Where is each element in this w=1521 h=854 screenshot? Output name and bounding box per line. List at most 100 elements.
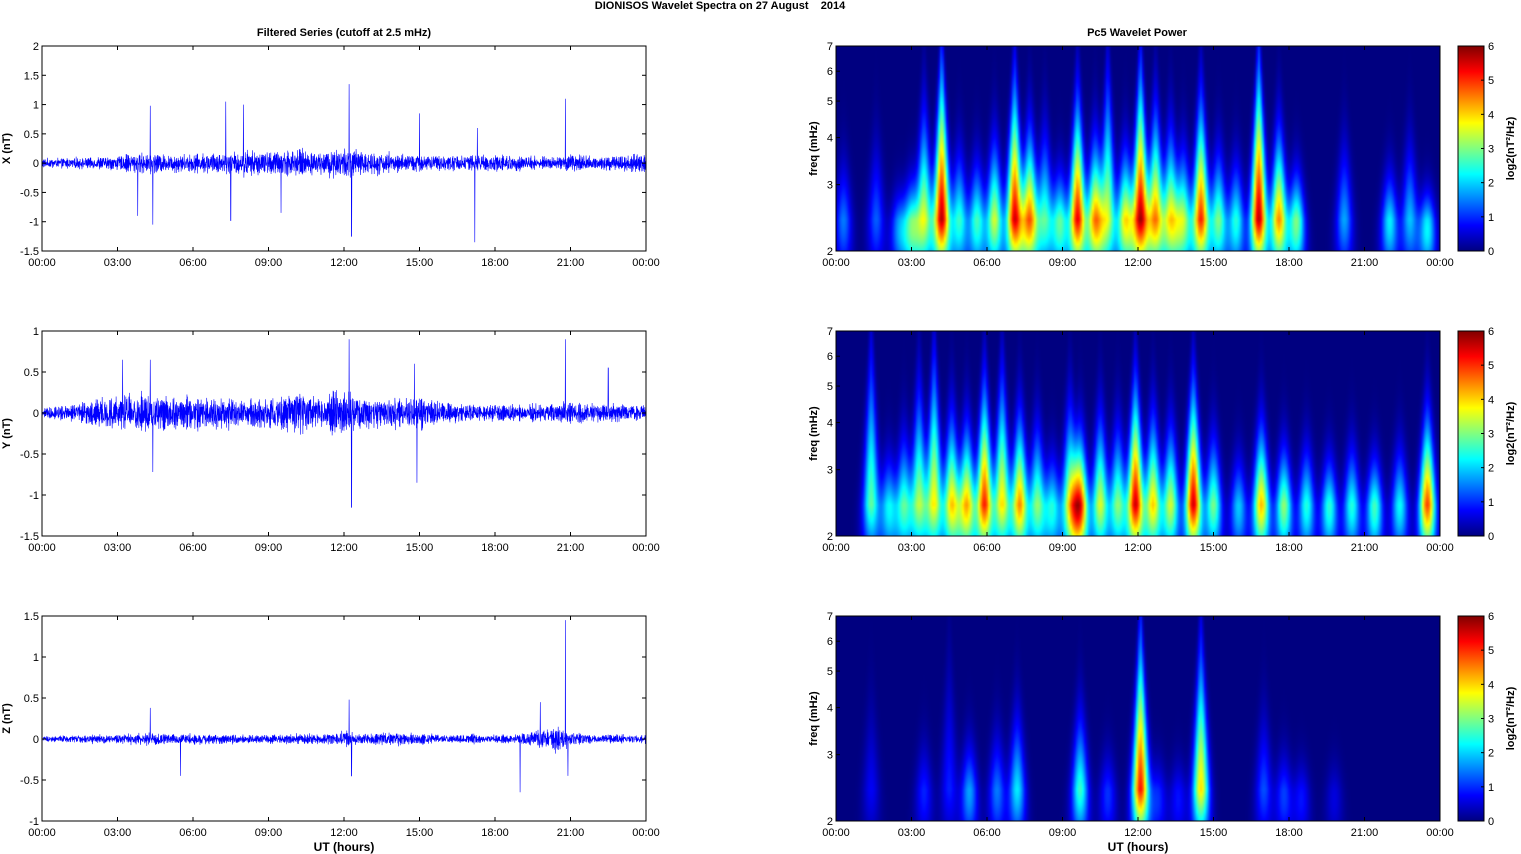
- z-wavelet-x-tick-label: 15:00: [1200, 827, 1228, 839]
- y-wavelet-x-tick-label: 03:00: [898, 542, 926, 554]
- z-wavelet-y-tick-label: 2: [827, 816, 833, 828]
- y-wavelet-x-tick-label: 21:00: [1351, 542, 1379, 554]
- right-column-title: Pc5 Wavelet Power: [1087, 27, 1188, 39]
- y-series-y-tick-label: 0.5: [24, 367, 39, 379]
- x-wavelet-colorbar-tick-label: 6: [1488, 41, 1494, 53]
- z-wavelet-x-tick-label: 03:00: [898, 827, 926, 839]
- y-wavelet-x-tick-label: 09:00: [1049, 542, 1077, 554]
- x-wavelet-colorbar-tick-label: 4: [1488, 109, 1494, 121]
- z-wavelet-colorbar-tick-label: 5: [1488, 645, 1494, 657]
- y-wavelet-x-tick-label: 18:00: [1275, 542, 1303, 554]
- z-wavelet-y-tick-label: 7: [827, 611, 833, 623]
- y-wavelet-panel: 2 3 4 5 6 7 00:00 03:00 06:00 09:00 12:00 15:00 18:0…: [808, 326, 1517, 554]
- z-wavelet-y-tick-label: 5: [827, 666, 833, 678]
- left-column-title: Filtered Series (cutoff at 2.5 mHz): [257, 27, 432, 39]
- z-wavelet-x-axis-label: UT (hours): [1108, 840, 1169, 854]
- z-series-y-tick-label: 0: [33, 734, 39, 746]
- z-wavelet-x-tick-label: 09:00: [1049, 827, 1077, 839]
- y-wavelet-y-axis-label: freq (mHz): [808, 406, 820, 461]
- x-series-x-tick-label: 06:00: [179, 257, 207, 269]
- x-wavelet-x-tick-label: 12:00: [1124, 257, 1152, 269]
- y-wavelet-x-tick-label: 06:00: [973, 542, 1001, 554]
- z-wavelet-colorbar-tick-label: 2: [1488, 748, 1494, 760]
- z-series-plot-area: [42, 616, 646, 821]
- x-wavelet-colorbar-tick-label: 0: [1488, 246, 1494, 258]
- y-wavelet-x-tick-label: 00:00: [822, 542, 850, 554]
- y-wavelet-colorbar-tick-label: 4: [1488, 394, 1494, 406]
- z-wavelet-x-tick-label: 18:00: [1275, 827, 1303, 839]
- x-series-panel: -1.5 -1 -0.5 0 0.5 1 1.5 2 00:00 03:00 06:00 09:00 1…: [1, 41, 660, 269]
- x-wavelet-x-tick-label: 00:00: [822, 257, 850, 269]
- y-wavelet-x-tick-label: 12:00: [1124, 542, 1152, 554]
- figure-title: DIONISOS Wavelet Spectra on 27 August 20…: [595, 0, 846, 12]
- x-series-x-tick-label: 18:00: [481, 257, 509, 269]
- x-wavelet-y-tick-label: 6: [827, 66, 833, 78]
- z-series-x-tick-label: 21:00: [557, 827, 585, 839]
- z-series-series-line: [42, 620, 646, 793]
- x-wavelet-y-tick-label: 5: [827, 96, 833, 108]
- x-wavelet-y-tick-label: 3: [827, 180, 833, 192]
- x-wavelet-x-tick-label: 18:00: [1275, 257, 1303, 269]
- z-wavelet-colorbar-label: log2(nT²/Hz): [1505, 686, 1517, 750]
- z-wavelet-panel: 2 3 4 5 6 7 00:00 03:00 06:00 09:00 12:00 15:00 18:0…: [808, 611, 1517, 854]
- y-wavelet-colorbar-tick-label: 1: [1488, 497, 1494, 509]
- x-series-series-line: [42, 84, 646, 243]
- x-wavelet-x-tick-label: 21:00: [1351, 257, 1379, 269]
- z-wavelet-y-axis-label: freq (mHz): [808, 691, 820, 746]
- y-wavelet-colorbar-tick-label: 0: [1488, 531, 1494, 543]
- x-wavelet-x-tick-label: 09:00: [1049, 257, 1077, 269]
- x-wavelet-x-tick-label: 00:00: [1426, 257, 1454, 269]
- x-series-y-tick-label: 1: [33, 100, 39, 112]
- x-series-y-axis-label: X (nT): [1, 133, 13, 164]
- z-series-y-tick-label: -0.5: [20, 775, 39, 787]
- x-wavelet-y-tick-label: 7: [827, 41, 833, 53]
- z-series-x-tick-label: 15:00: [406, 827, 434, 839]
- z-series-x-tick-label: 09:00: [255, 827, 283, 839]
- x-wavelet-colorbar-tick-label: 3: [1488, 144, 1494, 156]
- z-series-y-tick-label: -1: [29, 816, 39, 828]
- y-wavelet-y-tick-label: 2: [827, 531, 833, 543]
- x-wavelet-colorbar-tick-label: 1: [1488, 212, 1494, 224]
- z-series-x-tick-label: 18:00: [481, 827, 509, 839]
- x-series-y-tick-label: 0: [33, 158, 39, 170]
- z-wavelet-x-tick-label: 21:00: [1351, 827, 1379, 839]
- y-series-x-tick-label: 00:00: [632, 542, 660, 554]
- z-wavelet-x-tick-label: 00:00: [822, 827, 850, 839]
- y-wavelet-x-tick-label: 15:00: [1200, 542, 1228, 554]
- x-wavelet-colorbar-tick-label: 5: [1488, 75, 1494, 87]
- z-wavelet-y-tick-label: 4: [827, 703, 833, 715]
- x-wavelet-y-axis-label: freq (mHz): [808, 121, 820, 176]
- x-series-y-tick-label: -1: [29, 217, 39, 229]
- x-series-plot-area: [42, 46, 646, 251]
- x-wavelet-x-tick-label: 06:00: [973, 257, 1001, 269]
- z-wavelet-y-tick-label: 6: [827, 636, 833, 648]
- x-wavelet-x-tick-label: 15:00: [1200, 257, 1228, 269]
- z-wavelet-power-map: [836, 616, 1440, 821]
- z-wavelet-y-tick-label: 3: [827, 750, 833, 762]
- y-wavelet-y-tick-label: 5: [827, 381, 833, 393]
- z-wavelet-x-tick-label: 12:00: [1124, 827, 1152, 839]
- x-wavelet-panel: 2 3 4 5 6 7 00:00 03:00 06:00 09:00 12:00 15:00 18:0…: [808, 41, 1517, 269]
- y-series-series-line: [42, 339, 646, 508]
- y-series-plot-area: [42, 331, 646, 536]
- y-series-y-tick-label: 1: [33, 326, 39, 338]
- z-series-y-tick-label: 0.5: [24, 693, 39, 705]
- y-wavelet-y-tick-label: 4: [827, 418, 833, 430]
- z-series-x-axis-label: UT (hours): [314, 840, 375, 854]
- y-series-x-tick-label: 15:00: [406, 542, 434, 554]
- z-wavelet-x-tick-label: 00:00: [1426, 827, 1454, 839]
- y-wavelet-power-map: [836, 331, 1440, 536]
- x-series-x-tick-label: 21:00: [557, 257, 585, 269]
- x-series-x-tick-label: 12:00: [330, 257, 358, 269]
- y-series-x-tick-label: 21:00: [557, 542, 585, 554]
- y-series-y-tick-label: -1: [29, 490, 39, 502]
- x-series-x-tick-label: 00:00: [28, 257, 56, 269]
- x-wavelet-colorbar: [1457, 45, 1485, 252]
- y-wavelet-colorbar-tick-label: 6: [1488, 326, 1494, 338]
- y-wavelet-colorbar-tick-label: 2: [1488, 463, 1494, 475]
- z-series-y-tick-label: 1: [33, 652, 39, 664]
- y-wavelet-y-tick-label: 6: [827, 351, 833, 363]
- y-wavelet-colorbar-tick-label: 3: [1488, 429, 1494, 441]
- x-series-x-tick-label: 03:00: [104, 257, 132, 269]
